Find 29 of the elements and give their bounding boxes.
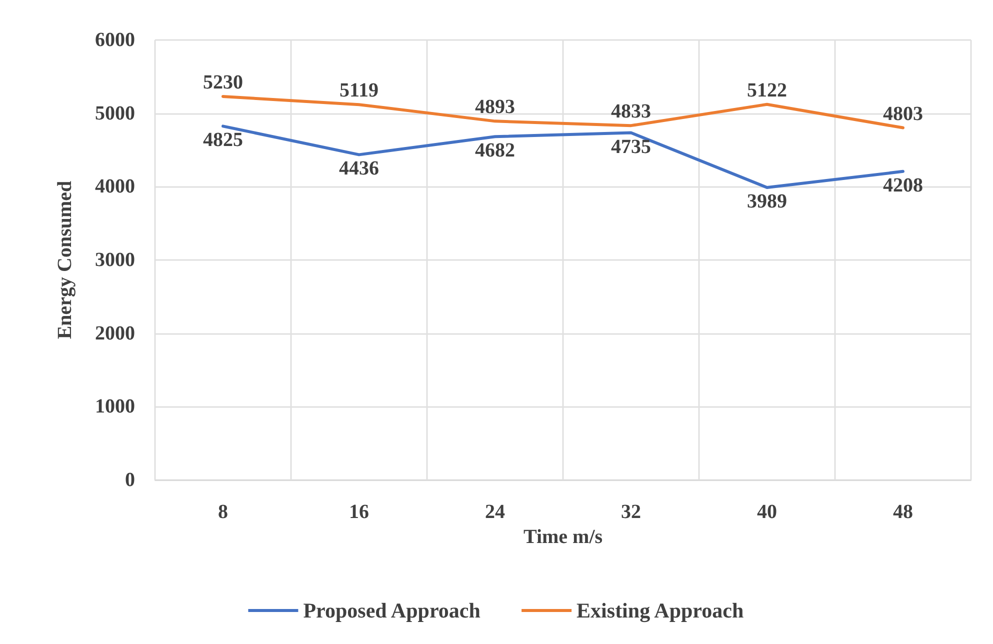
data-label: 4436 — [339, 158, 379, 180]
data-label: 4208 — [883, 174, 923, 196]
legend-label: Existing Approach — [576, 598, 744, 622]
x-tick-label: 48 — [893, 501, 913, 523]
data-label: 4833 — [611, 100, 651, 123]
y-tick-label: 1000 — [95, 396, 135, 418]
y-tick-label: 5000 — [95, 102, 135, 124]
x-tick-label: 40 — [757, 501, 777, 523]
data-label: 4893 — [475, 96, 515, 118]
data-label: 4803 — [883, 102, 923, 125]
x-tick-label: 16 — [349, 501, 369, 523]
x-tick-label: 8 — [218, 501, 228, 523]
data-label: 5119 — [340, 80, 378, 102]
y-tick-label: 6000 — [95, 29, 135, 51]
y-axis-title: Energy Consumed — [54, 180, 76, 340]
x-tick-label: 32 — [621, 501, 641, 523]
y-tick-label: 0 — [125, 469, 135, 491]
data-label: 5230 — [203, 71, 243, 94]
y-tick-label: 3000 — [95, 249, 135, 271]
data-label: 5122 — [747, 79, 787, 102]
legend-label: Proposed Approach — [303, 598, 481, 622]
data-label: 3989 — [747, 190, 787, 212]
x-axis-title: Time m/s — [523, 526, 603, 548]
data-label: 4682 — [475, 140, 515, 162]
data-label: 4735 — [611, 136, 651, 158]
y-tick-label: 4000 — [95, 176, 135, 198]
x-tick-label: 24 — [485, 501, 505, 523]
data-label: 4825 — [203, 129, 243, 152]
y-tick-label: 2000 — [95, 322, 135, 344]
